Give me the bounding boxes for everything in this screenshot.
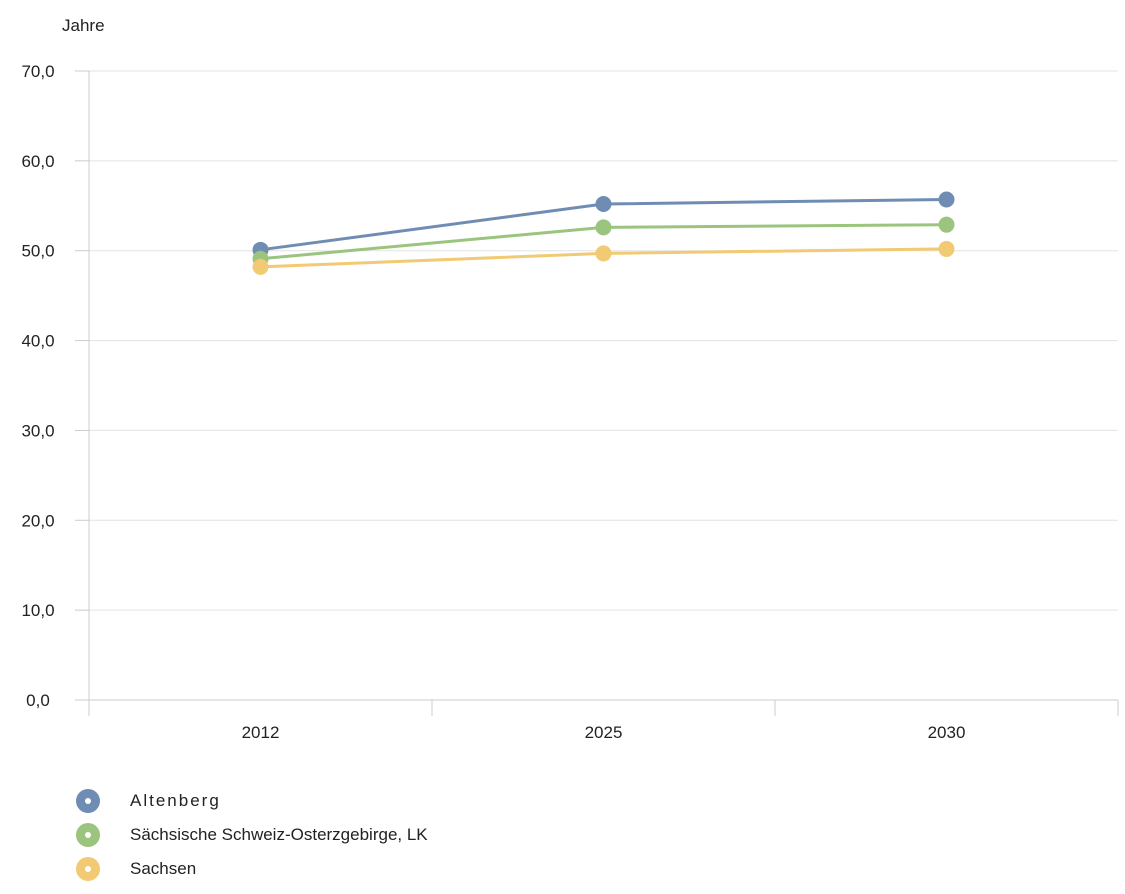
y-axis-unit-label: Jahre (62, 16, 105, 35)
x-tick-label: 2030 (928, 723, 966, 742)
y-tick-label: 60,0 (21, 152, 54, 171)
x-tick-labels: 2012 2025 2030 (242, 723, 966, 742)
data-point (938, 191, 955, 208)
y-tick-label: 20,0 (21, 511, 54, 530)
y-tick-label: 50,0 (21, 242, 54, 261)
data-point (938, 216, 955, 233)
legend-label: Sächsische Schweiz-Osterzgebirge, LK (130, 825, 428, 844)
y-tick-labels: 0,0 10,0 20,0 30,0 40,0 50,0 60,0 70,0 (21, 62, 54, 710)
data-point (595, 219, 612, 236)
y-tick-label: 0,0 (26, 691, 50, 710)
legend-label: Sachsen (130, 859, 197, 878)
data-point (938, 240, 955, 257)
y-tick-label: 70,0 (21, 62, 54, 81)
y-tick-label: 30,0 (21, 421, 54, 440)
legend: Altenberg Sächsische Schweiz-Osterzgebir… (76, 784, 976, 886)
legend-marker-icon (76, 857, 100, 881)
series-points (252, 191, 955, 275)
legend-item-altenberg[interactable]: Altenberg (76, 784, 976, 818)
legend-item-sachsen[interactable]: Sachsen (76, 852, 976, 886)
y-tick-label: 10,0 (21, 601, 54, 620)
data-point (595, 245, 612, 262)
legend-marker-icon (76, 823, 100, 847)
legend-item-saechsische-schweiz[interactable]: Sächsische Schweiz-Osterzgebirge, LK (76, 818, 976, 852)
y-tick-label: 40,0 (21, 332, 54, 351)
x-tick-label: 2012 (242, 723, 280, 742)
axes (75, 70, 1119, 716)
gridlines (89, 70, 1118, 611)
x-tick-label: 2025 (585, 723, 623, 742)
line-chart: Jahre 0,0 10,0 20,0 30,0 40,0 50,0 60,0 70,0 20… (21, 16, 1119, 742)
data-point (252, 258, 269, 275)
legend-marker-icon (76, 789, 100, 813)
legend-label: Altenberg (130, 791, 221, 810)
data-point (595, 195, 612, 212)
